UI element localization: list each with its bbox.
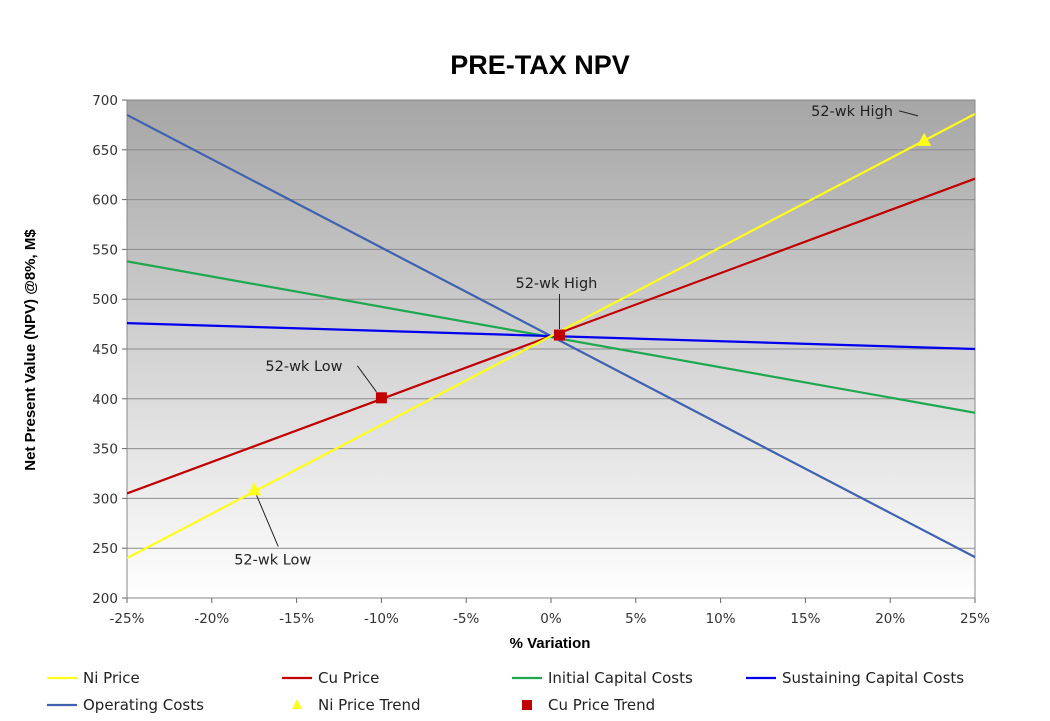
- annotation-label: 52-wk Low: [265, 359, 342, 375]
- x-tick-label: 0%: [540, 611, 562, 627]
- annotations: 52-wk High 52-wk High 52-wk Low 52-wk Low: [234, 104, 919, 568]
- annotation-label: 52-wk Low: [234, 552, 311, 568]
- legend-label-ni-price-trend: Ni Price Trend: [318, 696, 421, 714]
- annotation-leader: [898, 110, 919, 117]
- y-axis-title: Net Present Value (NPV) @8%, M$: [22, 229, 39, 471]
- y-tick-label: 500: [92, 292, 118, 308]
- legend-label-initial-capital-costs: Initial Capital Costs: [548, 669, 693, 687]
- x-tick-label: 15%: [790, 611, 820, 627]
- x-axis-ticks: -25% -20% -15% -10% -5% 0% 5% 10% 15% 20% 25%: [110, 598, 990, 627]
- y-tick-label: 450: [92, 342, 118, 358]
- y-tick-label: 400: [92, 392, 118, 408]
- x-tick-label: 10%: [706, 611, 736, 627]
- cu-price-trend-marker: [553, 329, 565, 341]
- x-tick-label: -15%: [279, 611, 314, 627]
- y-tick-label: 200: [92, 591, 118, 607]
- legend-label-cu-price: Cu Price: [318, 669, 379, 687]
- annotation-leader: [255, 494, 279, 547]
- ni-price-trend-marker: [247, 482, 262, 496]
- y-axis-ticks: 200 250 300 350 400 450 500 550 600 650 700: [92, 93, 127, 607]
- y-tick-label: 350: [92, 442, 118, 458]
- ni-price-trend-marker: [917, 132, 932, 146]
- legend-swatch-cu-price-trend: [522, 700, 532, 710]
- trend-markers: [247, 132, 932, 496]
- y-tick-label: 650: [92, 143, 118, 159]
- legend-swatch-ni-price-trend: [292, 699, 302, 709]
- x-tick-label: -25%: [110, 611, 145, 627]
- legend-label-sustaining-capital-costs: Sustaining Capital Costs: [782, 669, 964, 687]
- annotation-label: 52-wk High: [811, 104, 893, 120]
- legend-label-cu-price-trend: Cu Price Trend: [548, 696, 655, 714]
- y-tick-label: 300: [92, 491, 118, 507]
- y-tick-label: 550: [92, 242, 118, 258]
- chart-title: PRE-TAX NPV: [450, 50, 630, 80]
- x-tick-label: 5%: [625, 611, 647, 627]
- y-tick-label: 600: [92, 193, 118, 209]
- annotation-leader: [356, 365, 377, 393]
- gridlines: [127, 149, 975, 549]
- x-tick-label: 25%: [960, 611, 990, 627]
- annotation-label: 52-wk High: [515, 276, 597, 292]
- y-tick-label: 250: [92, 541, 118, 557]
- x-tick-label: -20%: [194, 611, 229, 627]
- legend: Ni Price Cu Price Initial Capital Costs Sus…: [47, 669, 964, 714]
- x-axis-title: % Variation: [510, 635, 591, 652]
- x-tick-label: 20%: [875, 611, 905, 627]
- x-tick-label: -5%: [453, 611, 479, 627]
- y-tick-label: 700: [92, 93, 118, 109]
- legend-label-ni-price: Ni Price: [83, 669, 140, 687]
- x-tick-label: -10%: [364, 611, 399, 627]
- series-lines: [127, 112, 975, 560]
- cu-price-trend-marker: [375, 392, 387, 404]
- legend-label-operating-costs: Operating Costs: [83, 696, 204, 714]
- series-line-ni-price: [127, 112, 975, 560]
